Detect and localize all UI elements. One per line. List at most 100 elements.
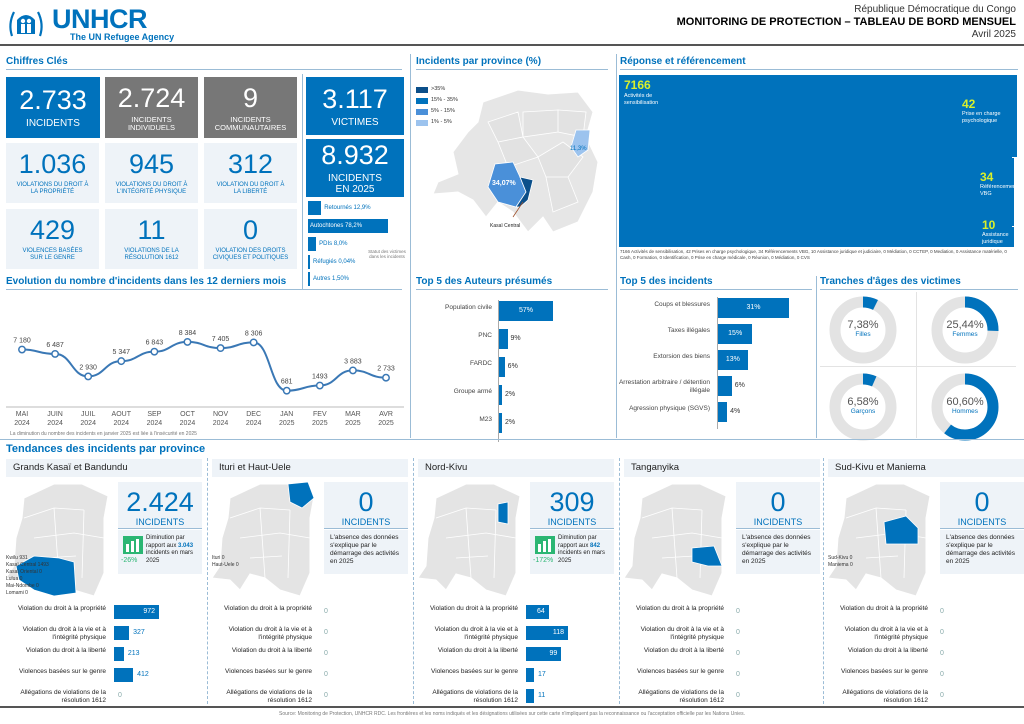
x-tick-label: 2025 <box>279 420 295 427</box>
trend-description: Diminution par rapport aux 3.043 inciden… <box>146 535 202 565</box>
violation-value: 327 <box>133 629 145 636</box>
box-divider <box>118 528 202 529</box>
bar <box>718 298 789 318</box>
bar-value-label: 15% <box>728 330 743 337</box>
chart-growth-icon <box>123 536 143 554</box>
footer-source: Source: Monitoring de Protection, UNHCR … <box>0 706 1024 717</box>
x-tick-label: 2025 <box>378 420 394 427</box>
violation-value: 0 <box>940 608 944 615</box>
data-label: 2 930 <box>79 364 97 371</box>
subarea-count: Lulua 0 <box>6 576 23 582</box>
province-incidents-box: 0 INCIDENTS <box>324 482 408 528</box>
province-incidents-box: 2.424 INCIDENTS <box>118 482 202 528</box>
province-mini-map <box>211 481 315 597</box>
org-tagline: The UN Refugee Agency <box>70 32 175 42</box>
data-point <box>249 338 258 347</box>
status-label: Autres 1,50% <box>313 276 350 282</box>
x-tick-label: 2024 <box>113 420 129 427</box>
age-groups-title: Tranches d'âges des victimes <box>820 276 1018 290</box>
violation-label: Violation du droit à la liberté <box>25 647 106 654</box>
donut-category: Femmes <box>952 331 978 338</box>
kpi-physical-integrity-violations: 945 VIOLATIONS DU DROIT À L'INTÉGRITÉ PH… <box>105 143 198 203</box>
donut-category: Filles <box>855 331 871 338</box>
unhcr-emblem-icon <box>9 11 43 37</box>
kpi-value: 0 <box>242 215 259 245</box>
treemap-cell-psychological <box>1014 75 1017 157</box>
kpi-label: VIOLATIONS DU DROIT À LA PROPRIÉTÉ <box>16 182 89 195</box>
violation-value: 0 <box>736 692 740 699</box>
province-name: Nord-Kivu <box>418 459 614 477</box>
x-tick-label: 2024 <box>14 420 30 427</box>
kpi-label: VIOLATIONS DE LA RÉSOLUTION 1612 <box>124 248 179 261</box>
column-divider <box>816 276 817 438</box>
map-province-nord-kivu <box>570 129 591 158</box>
trend-reference-value: 842 <box>590 542 601 549</box>
y-axis <box>498 300 499 442</box>
province-incidents-label: INCIDENTS <box>957 517 1007 527</box>
violation-value: 0 <box>118 692 122 699</box>
violation-value: 0 <box>736 671 740 678</box>
line-chart-note: La diminution du nombre des incidents en… <box>10 431 197 437</box>
province-trend-box: -26% Diminution par rapport aux 3.043 in… <box>118 530 202 574</box>
status-bar <box>308 201 322 215</box>
map-label-nord-kivu: 11,3% <box>570 146 587 152</box>
kpi-value: 429 <box>29 215 76 245</box>
violation-label: Violation du droit à la propriété <box>839 605 928 612</box>
violation-value: 0 <box>324 629 328 636</box>
legend-label: 1% - 5% <box>431 119 452 125</box>
x-tick-label: MAR <box>345 411 361 418</box>
violation-label: Violation du droit à la propriété <box>429 605 518 612</box>
kpi-value: 1.036 <box>18 149 87 179</box>
kpi-incidents: 2.733 INCIDENTS <box>6 77 100 138</box>
bar <box>718 376 732 396</box>
trends-title: Tendances des incidents par province <box>6 443 206 455</box>
violation-label: Violation du droit à la propriété <box>17 605 106 612</box>
kpi-label: INCIDENTS <box>26 118 80 129</box>
data-point <box>51 349 60 358</box>
subarea-count: Kwilu 931 <box>6 555 28 561</box>
response-title: Réponse et référencement <box>620 56 1018 70</box>
x-tick-label: OCT <box>180 411 196 418</box>
x-tick-label: 2024 <box>80 420 96 427</box>
x-tick-label: SEP <box>147 411 161 418</box>
series-line <box>21 340 387 392</box>
violation-value: 412 <box>137 671 149 678</box>
map-highlighted-province <box>883 515 919 545</box>
violation-bar: 118 <box>526 626 568 640</box>
map-highlighted-province <box>691 545 723 567</box>
response-label-awareness: Activités de sensibilisation <box>624 93 659 106</box>
subarea-count: Ituri 0 <box>212 555 225 561</box>
bar <box>499 357 505 377</box>
bar <box>499 385 502 405</box>
subarea-count: Haut-Uele 0 <box>212 562 239 568</box>
bar-value-label: 2% <box>505 419 516 426</box>
legend-swatch <box>416 87 428 93</box>
box-divider <box>940 528 1024 529</box>
status-bar <box>308 255 310 269</box>
bar-value-label: 2% <box>505 391 516 398</box>
kpi-value: 2.724 <box>117 82 186 113</box>
report-title: MONITORING DE PROTECTION – TABLEAU DE BO… <box>676 16 1016 28</box>
response-label-legal: Assistance juridique <box>982 232 1009 245</box>
province-incidents-value: 0 <box>770 487 786 517</box>
data-point <box>150 347 159 356</box>
line-chart-title: Evolution du nombre d'incidents dans les… <box>6 276 402 290</box>
map-highlighted-province <box>497 501 509 525</box>
data-point <box>18 345 26 354</box>
province-incidents-label: INCIDENTS <box>547 517 597 527</box>
bar <box>499 329 508 349</box>
response-value-awareness: 7166 <box>624 78 651 92</box>
x-tick-label: AVR <box>379 411 393 418</box>
response-treemap <box>619 75 1014 247</box>
x-tick-label: 2025 <box>345 420 361 427</box>
kpi-label: VIOLATION DES DROITS CIVIQUES ET POLITIQ… <box>212 248 289 261</box>
donut-chart <box>931 373 999 441</box>
kpi-value: 2.733 <box>19 85 87 115</box>
violation-bar <box>526 689 534 703</box>
map-country-outline <box>623 483 727 597</box>
country-name: République Démocratique du Congo <box>854 4 1016 15</box>
x-tick-label: DEC <box>246 411 261 418</box>
x-tick-label: AOUT <box>112 411 132 418</box>
report-title-block: République Démocratique du Congo MONITOR… <box>677 4 1016 40</box>
province-mini-map <box>5 483 109 597</box>
